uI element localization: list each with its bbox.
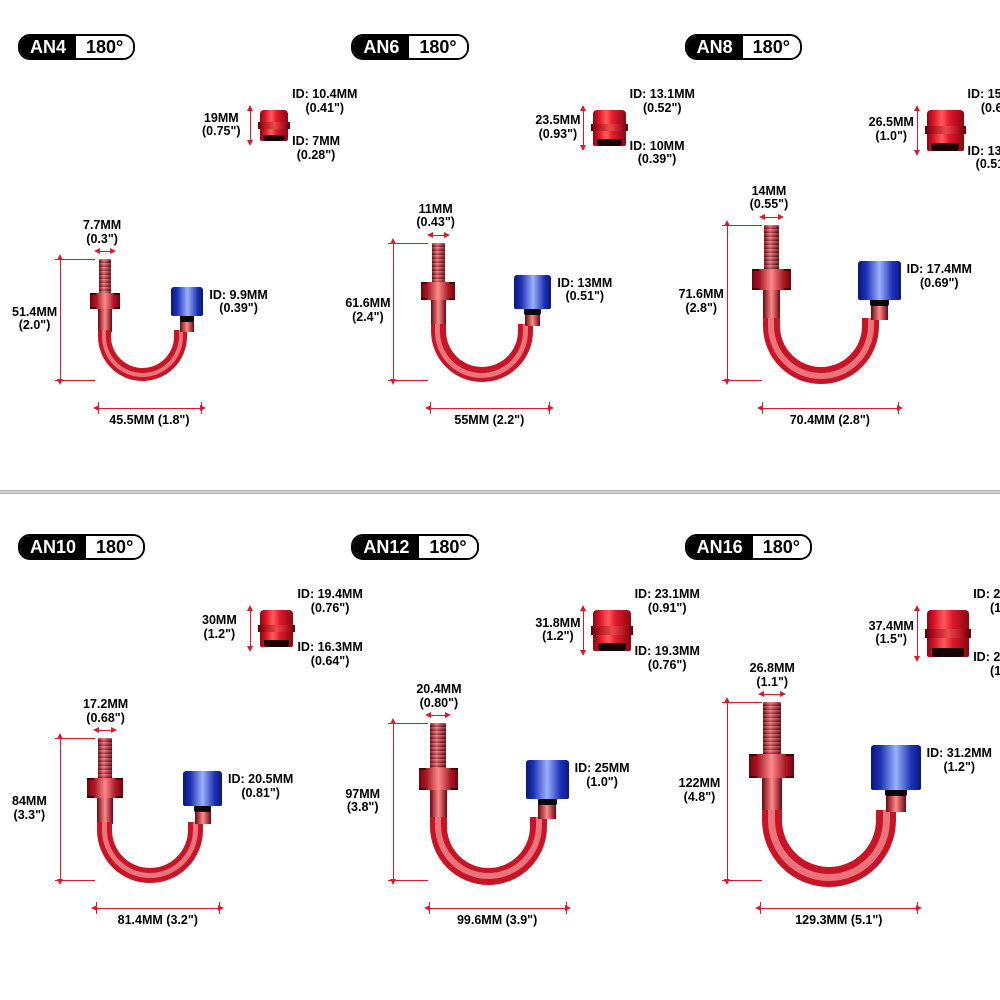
diagram-stage: 20.4MM(0.80") 97MM(3.8") 99.6MM (3.9") ID: … (343, 540, 656, 980)
id-prefix: ID: (228, 772, 248, 786)
diagram-stage: 7.7MM(0.3") 51.4MM(2.0") 45.5MM (1.8") ID: … (10, 40, 323, 480)
fitting-cell-an6: AN6180°11MM(0.43")61.6MM(2.4")55MM (2.2"… (333, 0, 666, 500)
id-prefix: ID: (973, 650, 993, 664)
dimension-label: 26.8MM(1.1") (750, 662, 795, 690)
socket-icon (260, 610, 293, 647)
id-prefix: ID: (292, 134, 312, 148)
dimension-label: 55MM (2.2") (430, 414, 549, 428)
diagram-stage: 11MM(0.43") 61.6MM(2.4") 55MM (2.2") ID: 13… (343, 40, 656, 480)
dimension-label: 84MM(3.3") (12, 795, 47, 823)
dimension-label: 37.4MM(1.5") (869, 620, 914, 648)
dimension-label: ID: 9.9MM(0.39") (209, 289, 267, 317)
id-prefix: ID: (575, 761, 595, 775)
dimension-label: 99.6MM (3.9") (429, 914, 566, 928)
socket-icon (260, 110, 288, 141)
dimension-label: 11MM(0.43") (416, 203, 455, 231)
dimension-label: ID: 17.4MM(0.69") (907, 263, 972, 291)
dimension-label: 45.5MM (1.8") (98, 414, 202, 428)
id-prefix: ID: (635, 644, 655, 658)
diagram-stage: 26.8MM(1.1") 122MM(4.8") 129.3MM (5.1") ID:… (677, 540, 990, 980)
id-prefix: ID: (209, 288, 229, 302)
id-prefix: ID: (968, 87, 988, 101)
socket-icon (593, 610, 630, 651)
id-prefix: ID: (557, 276, 577, 290)
fitting-cell-an10: AN10180°17.2MM(0.68")84MM(3.3")81.4MM (3… (0, 500, 333, 1000)
dimension-label: 17.2MM(0.68") (83, 698, 128, 726)
id-prefix: ID: (973, 587, 993, 601)
dimension-label: 70.4MM (2.8") (762, 414, 898, 428)
dimension-label: 97MM(3.8") (345, 788, 380, 816)
fitting-grid: AN4180°7.7MM(0.3")51.4MM(2.0")45.5MM (1.… (0, 0, 1000, 1000)
id-prefix: ID: (630, 87, 650, 101)
dimension-label: 23.5MM(0.93") (535, 114, 580, 142)
id-prefix: ID: (635, 587, 655, 601)
dimension-label: 14MM(0.55") (750, 185, 789, 213)
id-prefix: ID: (297, 640, 317, 654)
id-prefix: ID: (297, 587, 317, 601)
dimension-label: 30MM(1.2") (202, 614, 237, 642)
dimension-label: 81.4MM (3.2") (96, 914, 219, 928)
id-prefix: ID: (927, 746, 947, 760)
dimension-label: 20.4MM(0.80") (416, 683, 461, 711)
diagram-stage: 14MM(0.55") 71.6MM(2.8") 70.4MM (2.8") ID: … (677, 40, 990, 480)
id-prefix: ID: (630, 139, 650, 153)
dimension-label: ID: 20.5MM(0.81") (228, 773, 293, 801)
diagram-stage: 17.2MM(0.68") 84MM(3.3") 81.4MM (3.2") ID: … (10, 540, 323, 980)
dimension-label: ID: 13MM(0.51") (968, 145, 1000, 173)
dimension-label: ID: 31.2MM(1.2") (927, 747, 992, 775)
socket-icon (593, 110, 625, 146)
fitting-cell-an8: AN8180°14MM(0.55")71.6MM(2.8")70.4MM (2.… (667, 0, 1000, 500)
fitting-cell-an16: AN16180°26.8MM(1.1")122MM(4.8")129.3MM (… (667, 500, 1000, 1000)
dimension-label: ID: 15.9MM(0.63") (968, 88, 1000, 116)
socket-icon (927, 110, 964, 151)
dimension-label: 129.3MM (5.1") (760, 914, 917, 928)
socket-icon (927, 610, 970, 657)
fitting-cell-an12: AN12180°20.4MM(0.80")97MM(3.8")99.6MM (3… (333, 500, 666, 1000)
dimension-label: ID: 25.3MM(1.0") (973, 651, 1000, 679)
id-prefix: ID: (968, 144, 988, 158)
dimension-label: 61.6MM(2.4") (345, 297, 390, 325)
fitting-cell-an4: AN4180°7.7MM(0.3")51.4MM(2.0")45.5MM (1.… (0, 0, 333, 500)
dimension-label: 26.5MM(1.0") (869, 116, 914, 144)
dimension-label: ID: 13MM(0.51") (557, 277, 612, 305)
dimension-label: ID: 25MM(1.0") (575, 762, 630, 790)
dimension-label: 31.8MM(1.2") (535, 617, 580, 645)
dimension-label: 71.6MM(2.8") (679, 288, 724, 316)
dimension-label: 19MM(0.75") (202, 112, 241, 140)
dimension-label: ID: 27.4MM(1.1") (973, 588, 1000, 616)
dimension-label: 122MM(4.8") (679, 777, 721, 805)
dimension-label: 51.4MM(2.0") (12, 306, 57, 334)
id-prefix: ID: (292, 87, 312, 101)
id-prefix: ID: (907, 262, 927, 276)
dimension-label: 7.7MM(0.3") (83, 219, 121, 247)
